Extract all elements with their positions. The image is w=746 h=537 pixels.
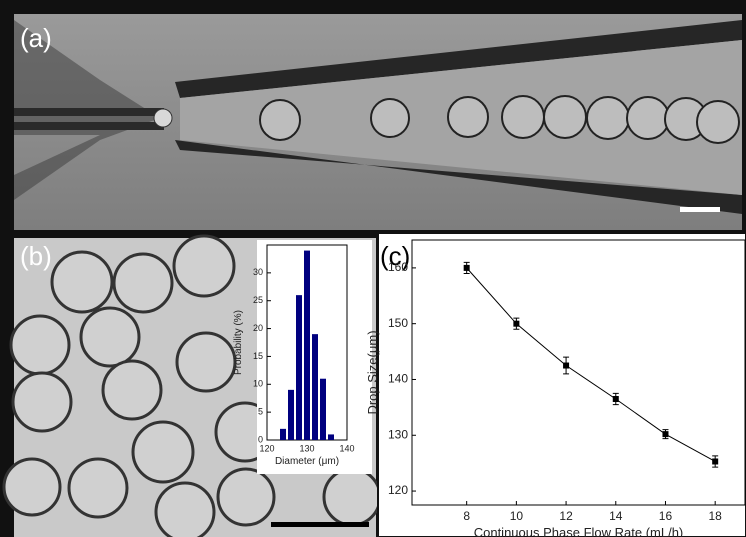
x-axis-label: Continuous Phase Flow Rate (mL/h) [474,525,684,537]
y-tick-label: 30 [253,267,263,277]
panel-c-frame [377,232,746,537]
x-tick-label: 130 [299,443,314,453]
bar [312,334,318,440]
bar [296,295,302,440]
marker [662,431,669,438]
y-tick-label: 5 [258,407,263,417]
marker [712,458,719,465]
panel-label: (c) [380,241,410,271]
y-tick-label: 150 [388,316,408,330]
y-tick-label: 130 [388,427,408,441]
y-tick-label: 120 [388,483,408,497]
marker [463,264,470,271]
bar [320,378,326,440]
x-tick-label: 14 [609,509,623,523]
y-axis-label: Probability (%) [233,310,244,375]
y-tick-label: 20 [253,323,263,333]
x-axis-label: Diameter (μm) [275,456,339,467]
bar [304,250,310,440]
x-tick-label: 120 [259,443,274,453]
panel-label: (a) [20,23,52,53]
micrograph-a [0,0,746,233]
marker [612,396,619,402]
y-tick-label: 15 [253,351,263,361]
x-tick-label: 12 [559,509,573,523]
bar [288,389,294,440]
y-tick-label: 160 [388,260,408,274]
bar [280,428,286,440]
y-tick-label: 0 [258,434,263,444]
bar [328,434,334,440]
y-axis-label: Drop Size(μm) [365,330,380,414]
marker [513,320,520,327]
y-tick-label: 25 [253,295,263,305]
x-tick-label: 8 [463,509,470,523]
x-tick-label: 140 [339,443,354,453]
y-tick-label: 140 [388,372,408,386]
panel-label: (b) [20,241,52,271]
x-tick-label: 16 [659,509,673,523]
marker [563,362,570,369]
x-tick-label: 10 [510,509,524,523]
x-tick-label: 18 [708,509,722,523]
y-tick-label: 10 [253,379,263,389]
axis-frame [411,239,746,506]
line [466,267,716,462]
